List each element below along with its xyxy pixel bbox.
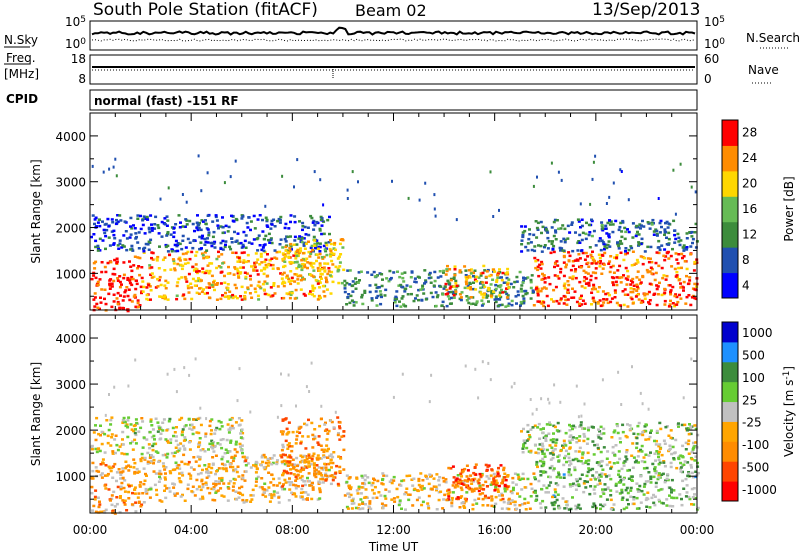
velocity-panel-colorbar-segment bbox=[722, 461, 738, 482]
velocity-panel-colorbar-tick-4: -25 bbox=[742, 416, 762, 430]
xtick-label-1: 04:00 bbox=[174, 523, 209, 537]
power-panel-colorbar-label: Power [dB] bbox=[782, 176, 796, 241]
velocity-panel-band-2 bbox=[90, 416, 245, 456]
freq-tick-high: 18 bbox=[71, 52, 86, 66]
power-panel-colorbar-tick-5: 8 bbox=[742, 253, 750, 267]
velocity-panel-band-4 bbox=[343, 472, 536, 511]
freq-tick-low: 8 bbox=[78, 72, 86, 86]
velocity-panel-colorbar-segment bbox=[722, 361, 738, 383]
velocity-panel-colorbar-segment bbox=[722, 322, 738, 343]
velocity-panel-colorbar-tick-2: 100 bbox=[742, 371, 765, 385]
nsky-label: N.Sky bbox=[4, 33, 38, 47]
beam-title: Beam 02 bbox=[355, 1, 427, 20]
nsearch-tick-high: 105 bbox=[704, 15, 725, 29]
power-panel-frame bbox=[89, 112, 698, 311]
power-panel-colorbar-tick-2: 20 bbox=[742, 177, 757, 191]
power-panel-band-6 bbox=[532, 250, 699, 308]
power-panel-colorbar-segment bbox=[722, 196, 738, 223]
power-panel-ytick-1: 2000 bbox=[55, 222, 86, 236]
xtick-label-5: 20:00 bbox=[579, 523, 614, 537]
cpid-panel bbox=[89, 89, 698, 111]
power-panel-colorbar-tick-4: 12 bbox=[742, 227, 757, 241]
velocity-panel-ylabel: Slant Range [km] bbox=[29, 362, 43, 466]
xtick-label-4: 16:00 bbox=[477, 523, 512, 537]
power-panel-band-2 bbox=[90, 213, 331, 253]
nsky-panel bbox=[89, 20, 698, 51]
velocity-panel-colorbar-tick-3: 25 bbox=[742, 393, 757, 407]
velocity-panel-colorbar-frame bbox=[721, 321, 739, 502]
velocity-panel-colorbar-tick-6: -500 bbox=[742, 460, 769, 474]
freq-label: Freq. bbox=[6, 51, 36, 65]
x-axis-label: Time UT bbox=[368, 540, 419, 554]
power-panel-colorbar-tick-6: 4 bbox=[742, 278, 750, 292]
nsky-tick-high: 105 bbox=[65, 15, 86, 29]
velocity-panel-band-5 bbox=[445, 463, 510, 502]
velocity-panel-ytick-1: 2000 bbox=[55, 424, 86, 438]
velocity-panel-band-6 bbox=[533, 453, 700, 511]
velocity-panel-ytick-2: 3000 bbox=[55, 378, 86, 392]
velocity-panel-colorbar-tick-7: -1000 bbox=[742, 483, 777, 497]
nave-tick-low: 0 bbox=[704, 72, 712, 86]
velocity-panel-colorbar-segment bbox=[722, 481, 738, 502]
power-panel-colorbar-segment bbox=[722, 272, 738, 299]
nsky-trace bbox=[91, 26, 696, 36]
power-panel-colorbar-segment bbox=[722, 120, 738, 146]
velocity-panel-band-0 bbox=[90, 458, 144, 515]
power-panel-colorbar-tick-1: 24 bbox=[742, 151, 757, 165]
velocity-panel-colorbar-label: Velocity [m s-1] bbox=[782, 366, 796, 457]
power-panel-ytick-2: 3000 bbox=[55, 176, 86, 190]
power-panel-band-5 bbox=[444, 264, 511, 299]
velocity-panel-colorbar-tick-5: -100 bbox=[742, 438, 769, 452]
power-panel-band-7 bbox=[520, 218, 699, 253]
power-panel-colorbar-segment bbox=[722, 145, 738, 172]
xtick-label-6: 00:00 bbox=[680, 523, 715, 537]
velocity-panel-colorbar-segment bbox=[722, 341, 738, 363]
date-title: 13/Sep/2013 bbox=[592, 0, 701, 20]
power-panel-colorbar-segment bbox=[722, 221, 738, 248]
xtick-label-3: 12:00 bbox=[376, 523, 411, 537]
nave-tick-high: 60 bbox=[704, 52, 719, 66]
velocity-panel-colorbar-segment bbox=[722, 381, 738, 403]
xtick-label-2: 08:00 bbox=[275, 523, 310, 537]
freq-unit-label: [MHz] bbox=[4, 67, 39, 81]
power-panel-band-3 bbox=[281, 238, 346, 285]
power-panel-band-1 bbox=[140, 250, 334, 301]
velocity-panel-colorbar-tick-1: 500 bbox=[742, 349, 765, 363]
velocity-panel-data bbox=[90, 357, 700, 515]
power-panel-ytick-3: 4000 bbox=[55, 130, 86, 144]
freq-panel bbox=[89, 54, 698, 85]
velocity-panel-colorbar-segment bbox=[722, 421, 738, 442]
velocity-panel-band-3 bbox=[279, 416, 346, 488]
nsearch-trace bbox=[91, 38, 696, 42]
power-panel-ylabel: Slant Range [km] bbox=[29, 159, 43, 263]
cpid-label: CPID bbox=[6, 92, 38, 106]
xtick-label-0: 00:00 bbox=[73, 523, 108, 537]
power-panel-band-0 bbox=[90, 255, 144, 313]
velocity-panel-colorbar-segment bbox=[722, 401, 738, 422]
nave-label: Nave bbox=[748, 63, 779, 77]
nsky-tick-low: 100 bbox=[65, 37, 86, 51]
cpid-value: normal (fast) -151 RF bbox=[94, 94, 239, 108]
velocity-panel-ytick-0: 1000 bbox=[55, 470, 86, 484]
power-panel-ytick-0: 1000 bbox=[55, 267, 86, 281]
velocity-panel-colorbar-tick-0: 1000 bbox=[742, 326, 773, 340]
velocity-panel-ytick-3: 4000 bbox=[55, 332, 86, 346]
power-panel-data bbox=[90, 154, 699, 313]
power-panel-colorbar-tick-3: 16 bbox=[742, 202, 757, 216]
power-panel-colorbar-frame bbox=[721, 119, 739, 299]
power-panel-colorbar-segment bbox=[722, 170, 738, 197]
power-panel-colorbar-tick-0: 28 bbox=[742, 126, 757, 140]
power-panel-colorbar-segment bbox=[722, 247, 738, 274]
nsearch-label: N.Search bbox=[746, 31, 800, 45]
station-title: South Pole Station (fitACF) bbox=[93, 0, 318, 20]
nsearch-tick-low: 100 bbox=[704, 37, 725, 51]
velocity-panel-band-7 bbox=[520, 421, 700, 456]
velocity-panel-colorbar-segment bbox=[722, 441, 738, 462]
